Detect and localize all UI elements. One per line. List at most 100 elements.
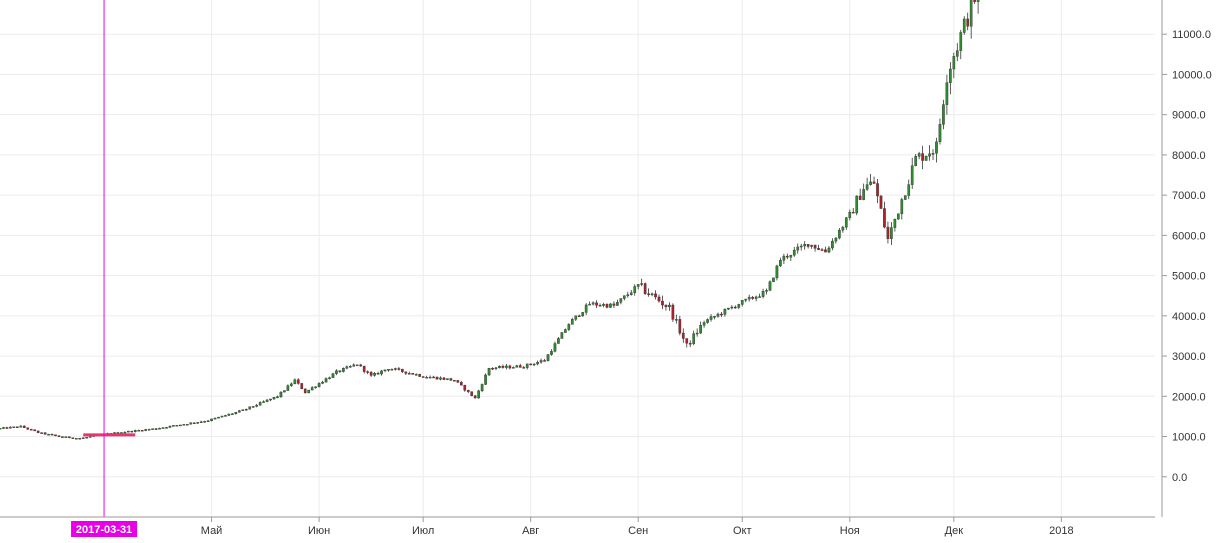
candle-body	[57, 435, 61, 437]
x-tick-label: Авг	[522, 525, 539, 537]
candle-body	[834, 237, 838, 242]
candle-body	[942, 104, 945, 125]
candle-body	[154, 428, 158, 430]
candle-body	[456, 380, 460, 383]
candle-body	[890, 227, 893, 239]
candle-body	[501, 365, 505, 368]
candle-body	[397, 368, 401, 370]
candle-body	[432, 376, 435, 379]
candle-body	[165, 427, 168, 429]
candle-body	[931, 153, 935, 155]
candle-body	[303, 388, 307, 394]
candle-body	[185, 424, 189, 426]
candle-body	[609, 303, 612, 308]
candle-body	[390, 369, 394, 371]
candle-body	[317, 383, 321, 387]
candle-body	[574, 315, 578, 320]
candle-body	[251, 406, 255, 408]
candle-body	[886, 226, 890, 239]
candle-body	[466, 390, 470, 392]
candle-body	[858, 195, 862, 200]
x-tick-label: Июн	[308, 525, 330, 537]
candle-body	[449, 378, 453, 381]
date-cursor-badge[interactable]: 2017-03-31	[71, 521, 138, 537]
candle-body	[50, 433, 54, 436]
y-tick-label: 2000.0	[1172, 391, 1206, 403]
candle-body	[768, 281, 772, 291]
candle-body	[255, 404, 259, 407]
candle-body	[702, 322, 706, 326]
candle-body	[685, 338, 689, 344]
date-cursor-badge-box	[71, 521, 138, 537]
candle-body	[425, 377, 428, 379]
candle-body	[914, 156, 918, 166]
candle-body	[362, 365, 366, 372]
candle-body	[355, 364, 359, 367]
candle-body	[643, 283, 647, 294]
candle-body	[896, 213, 900, 220]
candle-body	[394, 368, 397, 370]
candle-body	[775, 265, 779, 279]
y-tick-label: 1000.0	[1172, 432, 1206, 444]
candle-body	[348, 366, 352, 368]
candle-body	[688, 343, 692, 345]
candle-body	[910, 165, 914, 185]
candle-body	[189, 422, 193, 425]
date-cursor-label: 2017-03-31	[76, 524, 132, 536]
candle-body	[754, 296, 758, 299]
candle-body	[366, 371, 369, 373]
candle-body	[88, 436, 92, 438]
candle-body	[314, 386, 317, 388]
candle-body	[806, 244, 810, 247]
candle-body	[765, 290, 768, 292]
candle-body	[224, 415, 227, 417]
candle-body	[196, 422, 200, 424]
candle-body	[29, 428, 33, 431]
candle-body	[588, 303, 591, 306]
candle-body	[553, 343, 557, 352]
candle-body	[248, 406, 252, 410]
y-tick-label: 7000.0	[1172, 190, 1206, 202]
y-tick-label: 11000.0	[1172, 29, 1211, 41]
candle-body	[976, 0, 980, 2]
candle-body	[22, 425, 26, 428]
candle-body	[199, 421, 203, 423]
candle-body	[418, 374, 422, 377]
candle-body	[404, 371, 408, 374]
candle-body	[640, 283, 644, 285]
candles	[0, 0, 980, 440]
candle-body	[144, 429, 148, 431]
candle-body	[175, 425, 179, 427]
candle-body	[286, 385, 290, 391]
candle-body	[470, 391, 474, 396]
candle-body	[605, 304, 609, 308]
candle-body	[789, 254, 793, 258]
candle-body	[567, 324, 571, 330]
candle-body	[848, 211, 852, 218]
candle-body	[522, 367, 526, 369]
candle-body	[491, 367, 494, 370]
candle-body	[550, 351, 553, 355]
candle-body	[782, 255, 786, 261]
candle-body	[626, 294, 630, 296]
candle-body	[709, 316, 713, 320]
candle-body	[43, 432, 47, 435]
candle-body	[33, 429, 37, 432]
candle-body	[140, 430, 144, 432]
candle-body	[307, 389, 311, 394]
candle-body	[442, 377, 446, 380]
candle-body	[310, 387, 314, 391]
candle-body	[498, 365, 501, 368]
candle-body	[803, 244, 807, 247]
candle-body	[876, 183, 879, 197]
candle-body	[740, 300, 744, 305]
x-tick-label: Сен	[628, 525, 648, 537]
candle-body	[758, 296, 761, 298]
candle-body	[9, 426, 12, 429]
candle-body	[151, 428, 154, 430]
x-tick-label: Окт	[733, 525, 752, 537]
candle-body	[446, 378, 449, 380]
candle-body	[421, 376, 425, 378]
candle-body	[723, 308, 727, 315]
candle-body	[64, 436, 68, 438]
